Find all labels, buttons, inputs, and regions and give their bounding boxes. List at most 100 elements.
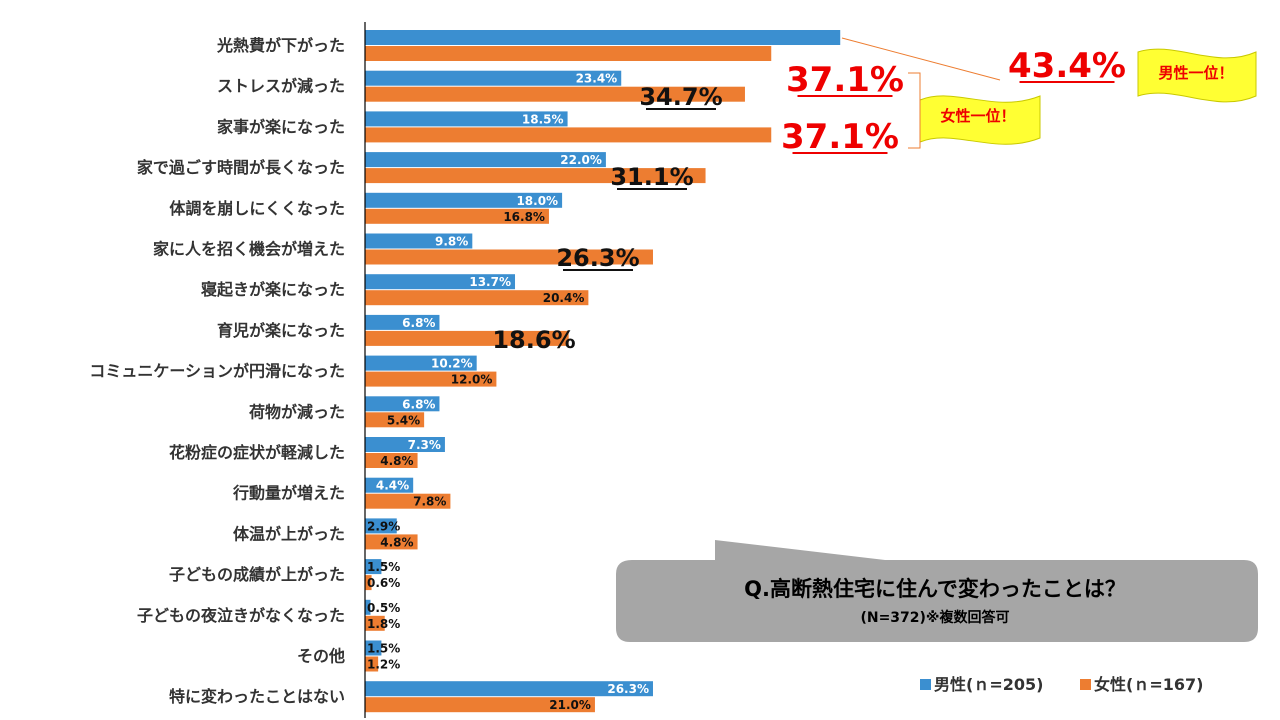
female-bar [365, 493, 451, 509]
bars-layer [365, 30, 841, 713]
question-callout-shape [616, 540, 1258, 642]
female-bar [365, 168, 706, 184]
female-bar [365, 249, 653, 265]
category-label: コミュニケーションが円滑になった [89, 362, 345, 381]
male-bar [365, 70, 622, 86]
value-labels: 23.4% 18.5% 22.0% 18.0% 16.8% 9.8% 13.7% 20.4% 6… [367, 72, 649, 713]
male-bar [365, 437, 445, 452]
category-label: 体温が上がった [233, 524, 345, 543]
question-callout: Q.高断熱住宅に住んで変わったことは？ (N=372)※複数回答可 [616, 540, 1258, 642]
female-bar [365, 46, 772, 61]
male-value-label: 1.5% [367, 642, 400, 656]
question-subtitle: (N=372)※複数回答可 [860, 609, 1009, 626]
male-value-label: 18.5% [522, 112, 564, 126]
male-value-label: 0.5% [367, 601, 400, 615]
male-bar [365, 681, 653, 697]
category-label: ストレスが減った [217, 77, 345, 96]
female-bar [365, 86, 745, 102]
male-value-label: 9.8% [435, 235, 468, 249]
question-title: Q.高断熱住宅に住んで変わったことは？ [744, 577, 1126, 601]
female-first-flag: 女性一位！ [919, 95, 1041, 145]
female-big-value-label: 34.7% [639, 83, 722, 111]
legend-male-label: 男性(ｎ=205) [934, 675, 1043, 694]
male-value-label: 7.3% [408, 438, 441, 452]
female-bar [365, 412, 425, 428]
female-bar [365, 290, 589, 306]
female-bar [365, 208, 549, 224]
female-value-label: 5.4% [387, 413, 420, 427]
category-label: 家で過ごす時間が長くなった [137, 158, 345, 177]
male-value-label: 22.0% [560, 153, 602, 167]
female-big-value-label: 18.6% [492, 326, 575, 354]
female-first-flag-shape [919, 95, 1041, 145]
male-bar [365, 477, 414, 493]
legend-male-swatch [920, 679, 931, 690]
category-label: 花粉症の症状が軽減した [169, 443, 345, 462]
female-bar [365, 697, 595, 713]
male-first-leader [841, 37, 1001, 81]
female-bar [365, 371, 497, 387]
male-value-label: 10.2% [431, 357, 473, 371]
male-value-label: 13.7% [469, 275, 511, 289]
male-bar [365, 30, 841, 45]
male-value-label: 6.8% [402, 316, 435, 330]
emphasized-labels: 43.4% 37.1% 34.7% 37.1% 31.1% 26.3% 18.6% [492, 46, 1126, 354]
category-label: 特に変わったことはない [169, 687, 345, 706]
male-bar [365, 640, 382, 656]
female-first-label: 女性一位！ [940, 107, 1015, 125]
category-label: 光熱費が下がった [216, 36, 345, 55]
legend-female-label: 女性(ｎ=167) [1094, 675, 1203, 694]
category-label: 荷物が減った [249, 402, 345, 421]
male-value-label: 23.4% [576, 72, 618, 86]
female-bar [365, 127, 772, 143]
category-label: 体調を崩しにくくなった [169, 199, 345, 218]
male-value-label: 26.3% [607, 682, 649, 696]
category-label: 家事が楽になった [217, 117, 345, 136]
female-bar [365, 656, 379, 672]
female-value-label: 16.8% [503, 210, 545, 224]
female-value-label: 12.0% [451, 373, 493, 387]
category-label: 子どもの成績が上がった [169, 565, 345, 584]
male-bar [365, 111, 568, 127]
male-bar [365, 152, 606, 168]
male-value-label: 4.4% [376, 479, 409, 493]
female-value-label: 1.2% [367, 658, 400, 672]
male-value-label: 2.9% [367, 519, 400, 533]
male-bar [365, 192, 563, 208]
male-first-label: 男性一位！ [1158, 64, 1233, 82]
female-big-value-label: 31.1% [610, 163, 693, 191]
male-bar [365, 396, 440, 412]
category-label: 家に人を招く機会が増えた [153, 240, 345, 259]
female-bar [365, 330, 569, 346]
female-value-label: 21.0% [549, 698, 591, 712]
female-big-value-label: 26.3% [556, 244, 639, 272]
male-bar [365, 559, 382, 575]
male-value-label: 1.5% [367, 560, 400, 574]
female-bar [365, 453, 418, 468]
male-bar [365, 274, 516, 290]
male-bar [365, 314, 440, 330]
female-value-label: 20.4% [543, 291, 585, 305]
female-value-label: 1.8% [367, 617, 400, 631]
category-labels: 光熱費が下がったストレスが減った家事が楽になった家で過ごす時間が長くなった体調を… [89, 36, 345, 706]
category-label: 育児が楽になった [217, 321, 345, 340]
male-value-label: 18.0% [516, 194, 558, 208]
male-bar [365, 518, 397, 534]
category-label: その他 [297, 647, 345, 666]
male-first-flag-shape [1137, 48, 1257, 103]
female-top-value-label: 37.1% [781, 117, 899, 157]
category-label: 子どもの夜泣きがなくなった [137, 606, 345, 625]
legend: 男性(ｎ=205) 女性(ｎ=167) [920, 675, 1203, 694]
legend-female-swatch [1080, 679, 1091, 690]
male-value-label: 6.8% [402, 397, 435, 411]
female-first-bracket [908, 72, 921, 149]
female-bar [365, 534, 418, 550]
female-value-label: 4.8% [380, 454, 413, 468]
female-value-label: 4.8% [380, 535, 413, 549]
female-top-value-label: 37.1% [786, 60, 904, 100]
male-bar [365, 233, 473, 249]
male-first-flag: 男性一位！ [1137, 48, 1257, 103]
male-bar [365, 355, 477, 371]
category-label: 行動量が増えた [232, 484, 345, 503]
